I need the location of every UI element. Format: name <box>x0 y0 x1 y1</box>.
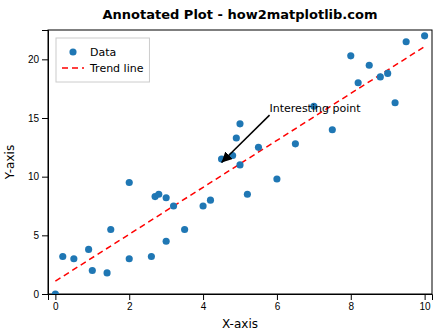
x-tick-label: 0 <box>53 301 59 312</box>
scatter-point <box>89 267 96 274</box>
scatter-point <box>85 246 92 253</box>
x-tick-mark <box>203 294 204 300</box>
scatter-point <box>255 144 262 151</box>
scatter-point <box>236 161 243 168</box>
x-axis-title: X-axis <box>222 317 258 331</box>
y-tick-label: 20 <box>28 54 40 65</box>
x-tick: 0 <box>53 294 59 312</box>
scatter-point <box>181 226 188 233</box>
y-tick-label: 15 <box>28 113 40 124</box>
marks <box>52 32 428 294</box>
y-axis-title: Y-axis <box>3 145 17 180</box>
legend: Data Trend line <box>56 38 149 82</box>
scatter-point <box>126 255 133 262</box>
y-tick: 5 <box>33 230 48 241</box>
y-tick: 10 <box>28 171 48 182</box>
y-axis: 0 5 10 15 20 <box>28 31 49 300</box>
scatter-point <box>421 32 428 39</box>
scatter-point <box>392 99 399 106</box>
legend-box <box>56 38 149 82</box>
y-tick-label: 0 <box>33 289 39 300</box>
scatter-point <box>236 120 243 127</box>
legend-label: Trend line <box>89 62 144 75</box>
scatter-point <box>355 79 362 86</box>
plot: 0 2 4 6 8 10 0 5 10 15 20 Interesting point Data Tren… <box>28 30 433 312</box>
scatter-point <box>347 52 354 59</box>
x-tick-label: 6 <box>275 301 281 312</box>
x-tick-mark <box>129 294 130 300</box>
x-tick-label: 4 <box>201 301 207 312</box>
x-axis: 0 2 4 6 8 10 <box>49 294 433 312</box>
legend-swatch <box>69 48 76 55</box>
chart: 0 2 4 6 8 10 0 5 10 15 20 Interesting point Data Tren… <box>0 0 448 336</box>
scatter-point <box>384 70 391 77</box>
scatter-point <box>104 269 111 276</box>
chart-title: Annotated Plot - how2matplotlib.com <box>103 7 378 22</box>
annotation-text: Interesting point <box>270 102 362 115</box>
x-tick-label: 8 <box>348 301 354 312</box>
plot-frame <box>48 30 432 294</box>
y-tick-label: 5 <box>33 230 39 241</box>
scatter-point <box>59 253 66 260</box>
x-tick-label: 10 <box>420 301 432 312</box>
scatter-point <box>403 38 410 45</box>
y-tick-mark <box>42 118 48 119</box>
y-tick: 15 <box>28 113 48 124</box>
scatter-point <box>233 134 240 141</box>
y-tick-label: 10 <box>28 171 40 182</box>
x-tick: 6 <box>275 294 281 312</box>
y-tick-mark <box>42 235 48 236</box>
x-tick-mark <box>277 294 278 300</box>
scatter-point <box>200 202 207 209</box>
y-axis-line <box>42 31 49 295</box>
scatter-point <box>163 194 170 201</box>
y-tick: 0 <box>33 289 48 300</box>
x-tick-label: 2 <box>127 301 133 312</box>
scatter-point <box>52 290 59 294</box>
y-tick-mark <box>42 59 48 60</box>
legend-label: Data <box>90 46 116 59</box>
scatter-point <box>148 253 155 260</box>
scatter-point <box>126 179 133 186</box>
scatter-point <box>155 191 162 198</box>
y-tick: 20 <box>28 54 48 65</box>
scatter-point <box>70 255 77 262</box>
x-tick: 10 <box>420 294 432 312</box>
legend-swatch <box>62 67 84 69</box>
scatter-point <box>229 152 236 159</box>
x-tick-mark <box>351 294 352 300</box>
x-tick-mark <box>425 294 426 300</box>
x-tick: 4 <box>201 294 207 312</box>
scatter-point <box>292 140 299 147</box>
scatter-point <box>377 73 384 80</box>
annotations: Interesting point <box>222 102 362 162</box>
x-axis-line <box>49 295 433 301</box>
scatter-point <box>329 126 336 133</box>
y-tick-mark <box>42 294 48 295</box>
x-tick-mark <box>55 294 56 300</box>
y-tick-mark <box>42 177 48 178</box>
scatter-point <box>107 226 114 233</box>
x-tick: 2 <box>127 294 133 312</box>
scatter-point <box>366 62 373 69</box>
x-tick: 8 <box>348 294 354 312</box>
scatter-point <box>244 191 251 198</box>
scatter-point <box>170 202 177 209</box>
scatter-point <box>207 197 214 204</box>
annotation-arrow <box>222 115 270 162</box>
scatter-point <box>273 175 280 182</box>
scatter-point <box>163 238 170 245</box>
